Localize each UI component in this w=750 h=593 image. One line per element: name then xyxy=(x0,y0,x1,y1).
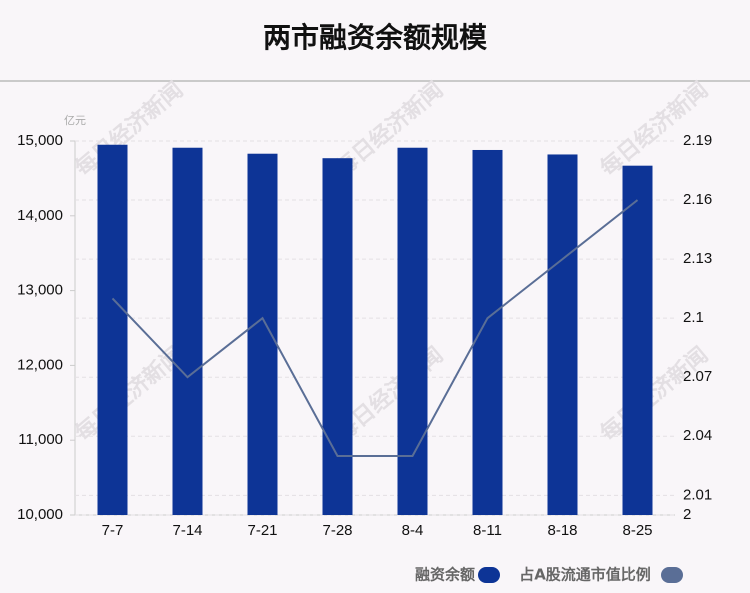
watermark: 每日经济新闻 xyxy=(595,77,713,182)
bar xyxy=(397,147,428,515)
watermark: 每日经济新闻 xyxy=(70,77,188,182)
x-tick-label: 7-21 xyxy=(247,522,277,539)
x-tick-label: 7-7 xyxy=(102,522,124,539)
y-tick-label: 13,000 xyxy=(17,282,63,299)
y-tick-label: 14,000 xyxy=(17,207,63,224)
legend-swatch xyxy=(478,567,500,583)
bar xyxy=(322,158,353,516)
legend-swatch xyxy=(661,567,683,583)
bar xyxy=(622,165,653,515)
line xyxy=(111,199,639,457)
y2-tick-label: 2.16 xyxy=(683,191,712,208)
bar xyxy=(172,147,203,515)
x-tick-label: 8-25 xyxy=(622,522,652,539)
legend-label: 融资余额 xyxy=(415,566,475,584)
legend-label: 占A股流通市值比例 xyxy=(519,566,651,584)
y-tick-label: 15,000 xyxy=(17,132,63,149)
y-tick-label: 12,000 xyxy=(17,356,63,373)
y2-tick-label: 2.07 xyxy=(683,368,712,385)
y-tick-label: 10,000 xyxy=(17,506,63,523)
watermark: 每日经济新闻 xyxy=(70,342,188,447)
x-tick-label: 7-28 xyxy=(322,522,352,539)
bar xyxy=(547,154,578,516)
y2-tick-label: 2.19 xyxy=(683,132,712,149)
y2-tick-label: 2.04 xyxy=(683,427,712,444)
y-unit: 亿元 xyxy=(64,114,86,127)
x-tick-label: 7-14 xyxy=(172,522,202,539)
bar xyxy=(472,149,503,515)
y2-tick-label: 2.01 xyxy=(683,486,712,503)
y2-tick-label: 2 xyxy=(683,506,691,523)
y-tick-label: 11,000 xyxy=(18,431,63,448)
bar xyxy=(97,144,128,516)
bar xyxy=(247,153,278,515)
chart-title: 两市融资余额规模 xyxy=(263,21,488,54)
x-tick-label: 8-11 xyxy=(473,522,502,539)
x-tick-label: 8-18 xyxy=(547,522,577,539)
y2-tick-label: 2.13 xyxy=(683,250,712,267)
y2-tick-label: 2.1 xyxy=(683,309,704,326)
x-tick-label: 8-4 xyxy=(402,522,424,539)
